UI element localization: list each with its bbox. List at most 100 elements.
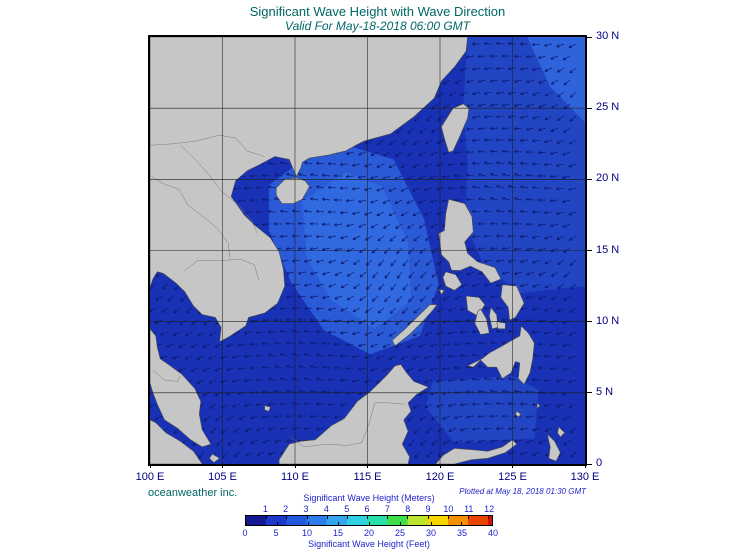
scale-tick (407, 516, 409, 519)
lat-tick (587, 178, 592, 180)
valid-time-subtitle: Valid For May-18-2018 06:00 GMT (285, 19, 470, 33)
meters-tick-label: 2 (283, 504, 289, 514)
lat-tick (587, 250, 592, 251)
lon-tick (149, 464, 151, 468)
feet-tick-label: 10 (301, 528, 313, 538)
lat-tick (587, 463, 592, 465)
lat-label: 25 N (596, 101, 620, 114)
scale-tick (307, 522, 309, 525)
land-cebu (488, 307, 499, 330)
legend-title-feet: Significant Wave Height (Feet) (308, 539, 430, 549)
land-sumatra (150, 419, 203, 464)
lat-tick (587, 321, 592, 323)
longitude-axis: 100 E 105 E 110 E 115 E 120 E 125 E 130 E (136, 464, 599, 486)
land-halmahera (546, 433, 561, 462)
scale-tick (326, 516, 328, 519)
meters-tick-label: 7 (384, 504, 390, 514)
lon-label: 125 E (498, 471, 527, 483)
scale-tick (447, 516, 449, 519)
land-natuna (264, 405, 271, 412)
shade-pacific (463, 37, 585, 294)
color-scale-bar (245, 515, 493, 526)
scale-tick (430, 522, 432, 525)
land-talaud (536, 402, 541, 409)
meters-tick-label: 9 (425, 504, 431, 514)
map-frame (148, 35, 587, 466)
land-palawan (391, 304, 438, 347)
lat-label: 10 N (596, 314, 620, 327)
lon-tick (222, 464, 223, 468)
lat-tick (587, 392, 592, 394)
country-borders (150, 134, 406, 448)
land-malay-peninsula (150, 328, 212, 448)
scale-tick (461, 522, 463, 525)
landmass (150, 37, 566, 464)
feet-tick-label: 0 (242, 528, 248, 538)
land-mindanao (467, 325, 535, 385)
latitude-axis: 30 N 25 N 20 N 15 N 10 N 5 N 0 (587, 30, 637, 469)
meters-tick-label: 3 (303, 504, 309, 514)
lon-label: 105 E (208, 471, 237, 483)
meters-tick-label: 6 (364, 504, 370, 514)
wave-height-shading (268, 37, 585, 443)
meters-tick-label: 12 (484, 504, 495, 514)
meters-tick-label: 10 (443, 504, 454, 514)
map-canvas (150, 37, 585, 464)
lat-label: 30 N (596, 30, 620, 42)
land-sangihe (515, 410, 522, 418)
shade-celebes (425, 375, 539, 443)
scale-tick (399, 522, 401, 525)
meters-tick-label: 5 (344, 504, 350, 514)
lon-label: 120 E (425, 471, 455, 483)
scale-tick (427, 516, 429, 519)
lat-label: 20 N (596, 172, 620, 185)
scale-tick (492, 522, 493, 525)
scale-tick (246, 522, 247, 525)
land-asia-mainland (150, 37, 468, 342)
scale-tick (338, 522, 340, 525)
lon-label: 110 E (281, 471, 309, 483)
lat-label: 5 N (596, 385, 614, 398)
shade-pacific-corner (527, 37, 585, 123)
feet-scale: 0 5 10 15 20 25 30 35 40 (242, 528, 498, 538)
feet-tick-label: 30 (425, 528, 437, 538)
feet-tick-label: 15 (332, 528, 344, 538)
scale-tick (266, 516, 268, 519)
meters-scale: 1 2 3 4 5 6 7 8 9 10 11 12 (245, 504, 495, 514)
plotted-timestamp: Plotted at May 18, 2018 01:30 GMT (459, 487, 586, 496)
feet-tick-label: 5 (273, 528, 279, 538)
scale-tick (276, 522, 278, 525)
page-title: Significant Wave Height with Wave Direct… (249, 4, 506, 19)
scale-tick (387, 516, 389, 519)
feet-tick-label: 35 (456, 528, 468, 538)
graticule (150, 37, 585, 464)
meters-tick-label: 1 (262, 504, 268, 514)
legend-title-meters: Significant Wave Height (Meters) (303, 493, 435, 503)
lon-label: 130 E (570, 471, 600, 483)
feet-tick-label: 20 (363, 528, 375, 538)
scale-tick (488, 516, 490, 519)
land-luzon (438, 199, 502, 284)
meters-tick-label: 8 (405, 504, 411, 514)
lon-tick (512, 464, 513, 468)
lat-tick (587, 107, 592, 109)
feet-tick-label: 25 (394, 528, 406, 538)
lon-tick (367, 464, 368, 468)
land-riau (209, 453, 220, 463)
lat-label: 0 (596, 457, 603, 469)
scale-tick (286, 516, 288, 519)
land-borneo (278, 364, 429, 464)
lon-label: 100 E (135, 471, 165, 483)
scale-tick (367, 516, 369, 519)
scale-tick (306, 516, 308, 519)
scale-tick (369, 522, 370, 525)
scale-tick (467, 516, 469, 519)
feet-tick-label: 40 (487, 528, 499, 538)
land-bohol (496, 321, 506, 330)
land-hainan (275, 177, 310, 204)
lat-tick (587, 36, 592, 38)
meters-tick-label: 4 (323, 504, 329, 514)
lon-label: 115 E (353, 471, 382, 483)
